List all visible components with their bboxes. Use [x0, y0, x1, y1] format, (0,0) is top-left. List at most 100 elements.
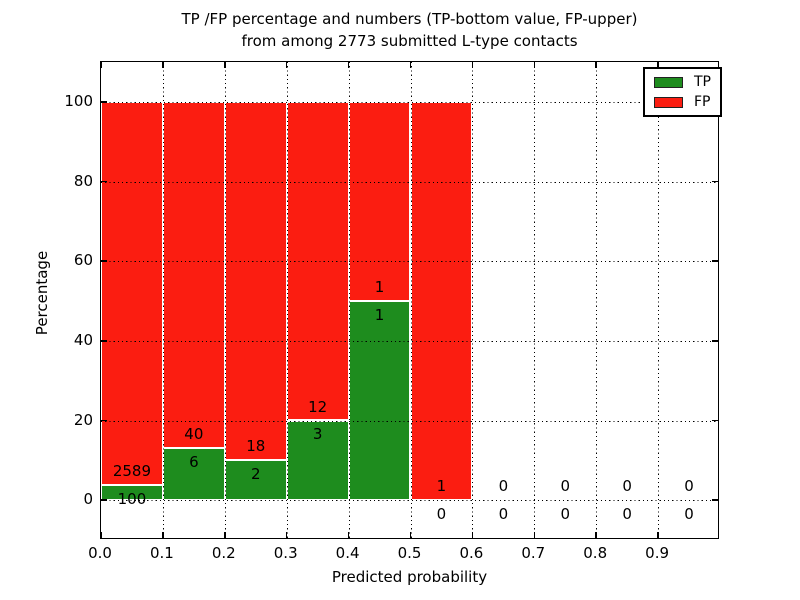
tp-count-label: 3 — [312, 425, 323, 444]
x-axis-top-tick — [347, 62, 350, 68]
tp-count-label: 6 — [189, 453, 199, 472]
y-tick-label: 60 — [73, 251, 93, 270]
y-axis-tick — [101, 180, 107, 183]
y-axis-tick — [101, 340, 107, 342]
x-gridline — [534, 62, 536, 538]
x-axis-top-tick — [162, 62, 164, 68]
y-gridline — [101, 420, 718, 422]
x-axis-top-tick — [100, 62, 102, 68]
y-axis-right-tick — [712, 340, 718, 342]
fp-count-label: 0 — [622, 477, 632, 496]
x-tick-label: 0.6 — [459, 544, 484, 562]
x-axis-top-tick — [533, 62, 536, 68]
x-tick-label: 0.1 — [149, 544, 174, 562]
x-axis-tick — [409, 532, 412, 538]
y-gridline — [101, 101, 718, 103]
x-axis-top-tick — [657, 62, 659, 68]
y-axis-right-tick — [712, 419, 718, 422]
tp-count-label: 2 — [250, 465, 261, 484]
x-axis-tick — [162, 532, 164, 538]
x-tick-label: 0.7 — [521, 544, 546, 562]
x-gridline — [348, 62, 350, 538]
x-axis-tick — [471, 532, 474, 538]
y-axis-right-tick — [712, 499, 718, 501]
legend-label: FP — [694, 94, 711, 110]
y-axis-tick — [101, 419, 107, 422]
y-gridline — [101, 181, 718, 183]
chart-title-line1: TP /FP percentage and numbers (TP-bottom… — [181, 10, 638, 28]
x-axis-label: Predicted probability — [331, 568, 488, 586]
fp-bar-segment — [224, 101, 287, 461]
y-axis-right-tick — [712, 180, 718, 183]
y-axis-right-tick — [712, 260, 718, 262]
x-gridline — [658, 62, 660, 538]
legend-item-fp: FP — [654, 95, 711, 109]
fp-count-label: 1 — [374, 278, 385, 297]
x-tick-label: 0.4 — [335, 544, 360, 562]
tp-count-label: 0 — [560, 505, 571, 524]
fp-count-label: 0 — [498, 477, 509, 496]
tp-count-label: 100 — [117, 490, 147, 509]
x-gridline — [224, 62, 226, 538]
x-axis-top-tick — [471, 62, 474, 68]
y-gridline — [101, 500, 718, 502]
tp-swatch-icon — [654, 76, 683, 88]
tp-bar-segment — [224, 460, 287, 501]
x-gridline — [472, 62, 474, 538]
x-tick-label: 0.0 — [88, 544, 112, 562]
fp-bar-segment — [410, 101, 473, 501]
x-axis-tick — [657, 532, 659, 538]
fp-bar-segment — [348, 101, 411, 301]
y-axis-tick — [101, 101, 107, 103]
fp-count-label: 0 — [560, 477, 571, 496]
x-axis-top-tick — [285, 62, 288, 68]
legend-item-tp: TP — [654, 75, 711, 89]
y-gridline — [101, 261, 718, 263]
y-tick-label: 40 — [73, 330, 93, 349]
tp-count-label: 0 — [684, 505, 694, 524]
x-axis-top-tick — [595, 62, 597, 68]
fp-swatch-icon — [654, 96, 683, 108]
tp-bar-segment — [101, 485, 163, 501]
chart-title-line2: from among 2773 submitted L-type contact… — [241, 32, 578, 50]
chart-title: TP /FP percentage and numbers (TP-bottom… — [100, 8, 719, 52]
tp-count-label: 1 — [374, 305, 385, 324]
tp-count-label: 0 — [436, 505, 447, 524]
x-tick-label: 0.9 — [645, 544, 670, 562]
x-axis-tick — [285, 532, 288, 538]
y-tick-label: 20 — [73, 410, 93, 429]
fp-count-label: 12 — [308, 397, 328, 416]
x-gridline — [162, 62, 164, 538]
x-axis-tick — [224, 532, 226, 538]
legend: TP FP — [643, 67, 722, 117]
plot-area: 2589 100 40 6 18 2 12 3 1 1 1 0 0 0 0 0 0 0 0 0 TP FP — [100, 61, 722, 539]
y-tick-label: 100 — [64, 91, 93, 110]
x-tick-label: 0.8 — [583, 544, 608, 562]
legend-label: TP — [694, 74, 711, 90]
x-tick-label: 0.3 — [273, 544, 298, 562]
tp-count-label: 0 — [622, 505, 632, 524]
fp-count-label: 2589 — [112, 462, 152, 481]
tp-count-label: 0 — [498, 505, 509, 524]
fp-bar-segment — [101, 101, 163, 486]
x-axis-top-tick — [409, 62, 412, 68]
y-axis-tick — [101, 260, 107, 262]
y-tick-label: 0 — [83, 490, 93, 509]
y-gridline — [101, 340, 718, 342]
x-axis-tick — [100, 532, 102, 538]
tp-bar-segment — [348, 301, 411, 501]
fp-count-label: 18 — [246, 437, 266, 456]
x-gridline — [596, 62, 598, 538]
x-axis-tick — [533, 532, 536, 538]
tp-bar-segment — [162, 448, 225, 501]
fp-count-label: 40 — [184, 425, 204, 444]
y-axis-tick — [101, 499, 107, 501]
x-gridline — [286, 62, 288, 538]
fp-bar-segment — [162, 101, 225, 449]
x-axis-tick — [595, 532, 597, 538]
x-gridline — [410, 62, 412, 538]
tp-bar-segment — [286, 420, 349, 501]
x-axis-top-tick — [224, 62, 226, 68]
fp-count-label: 1 — [436, 477, 447, 496]
